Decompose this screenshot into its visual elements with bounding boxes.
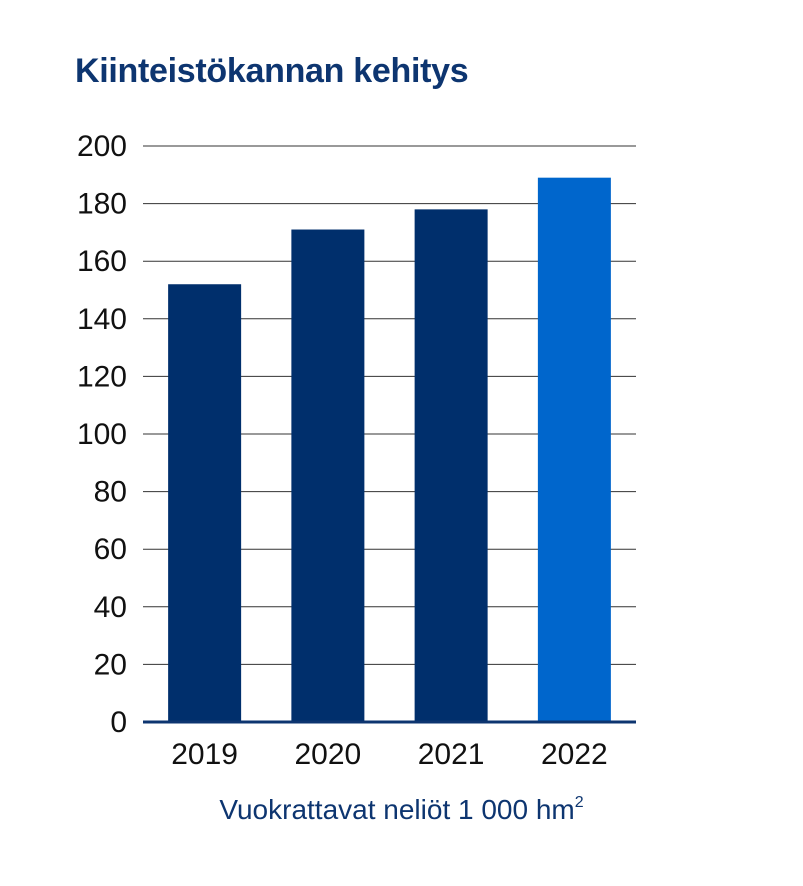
- x-axis-label-superscript: 2: [574, 794, 584, 811]
- y-tick-label: 0: [110, 706, 127, 739]
- x-axis-tick-labels: 2019 2020 2021 2022: [171, 738, 608, 771]
- y-tick-label: 200: [77, 130, 127, 163]
- bar-2019: [168, 284, 242, 722]
- y-tick-label: 100: [77, 418, 127, 451]
- chart-title: Kiinteistökannan kehitys: [75, 52, 469, 90]
- x-tick-label: 2019: [171, 738, 238, 771]
- y-tick-label: 180: [77, 188, 127, 221]
- bar-2022: [537, 177, 611, 722]
- x-axis-label-text: Vuokrattavat neliöt 1 000 hm: [219, 794, 575, 825]
- y-tick-label: 60: [94, 533, 127, 566]
- bar-2020: [291, 229, 365, 722]
- y-tick-label: 140: [77, 303, 127, 336]
- bars: [168, 177, 611, 723]
- x-tick-label: 2021: [418, 738, 485, 771]
- y-tick-label: 40: [94, 591, 127, 624]
- y-tick-label: 80: [94, 476, 127, 509]
- bar-2021: [414, 209, 488, 723]
- x-tick-label: 2022: [541, 738, 608, 771]
- x-tick-label: 2020: [295, 738, 362, 771]
- y-tick-label: 160: [77, 245, 127, 278]
- y-axis-tick-labels: 0 20 40 60 80 100 120 140 160 180 200: [77, 130, 127, 739]
- x-axis-label: Vuokrattavat neliöt 1 000 hm2: [0, 794, 803, 826]
- y-tick-label: 120: [77, 360, 127, 393]
- y-tick-label: 20: [94, 648, 127, 681]
